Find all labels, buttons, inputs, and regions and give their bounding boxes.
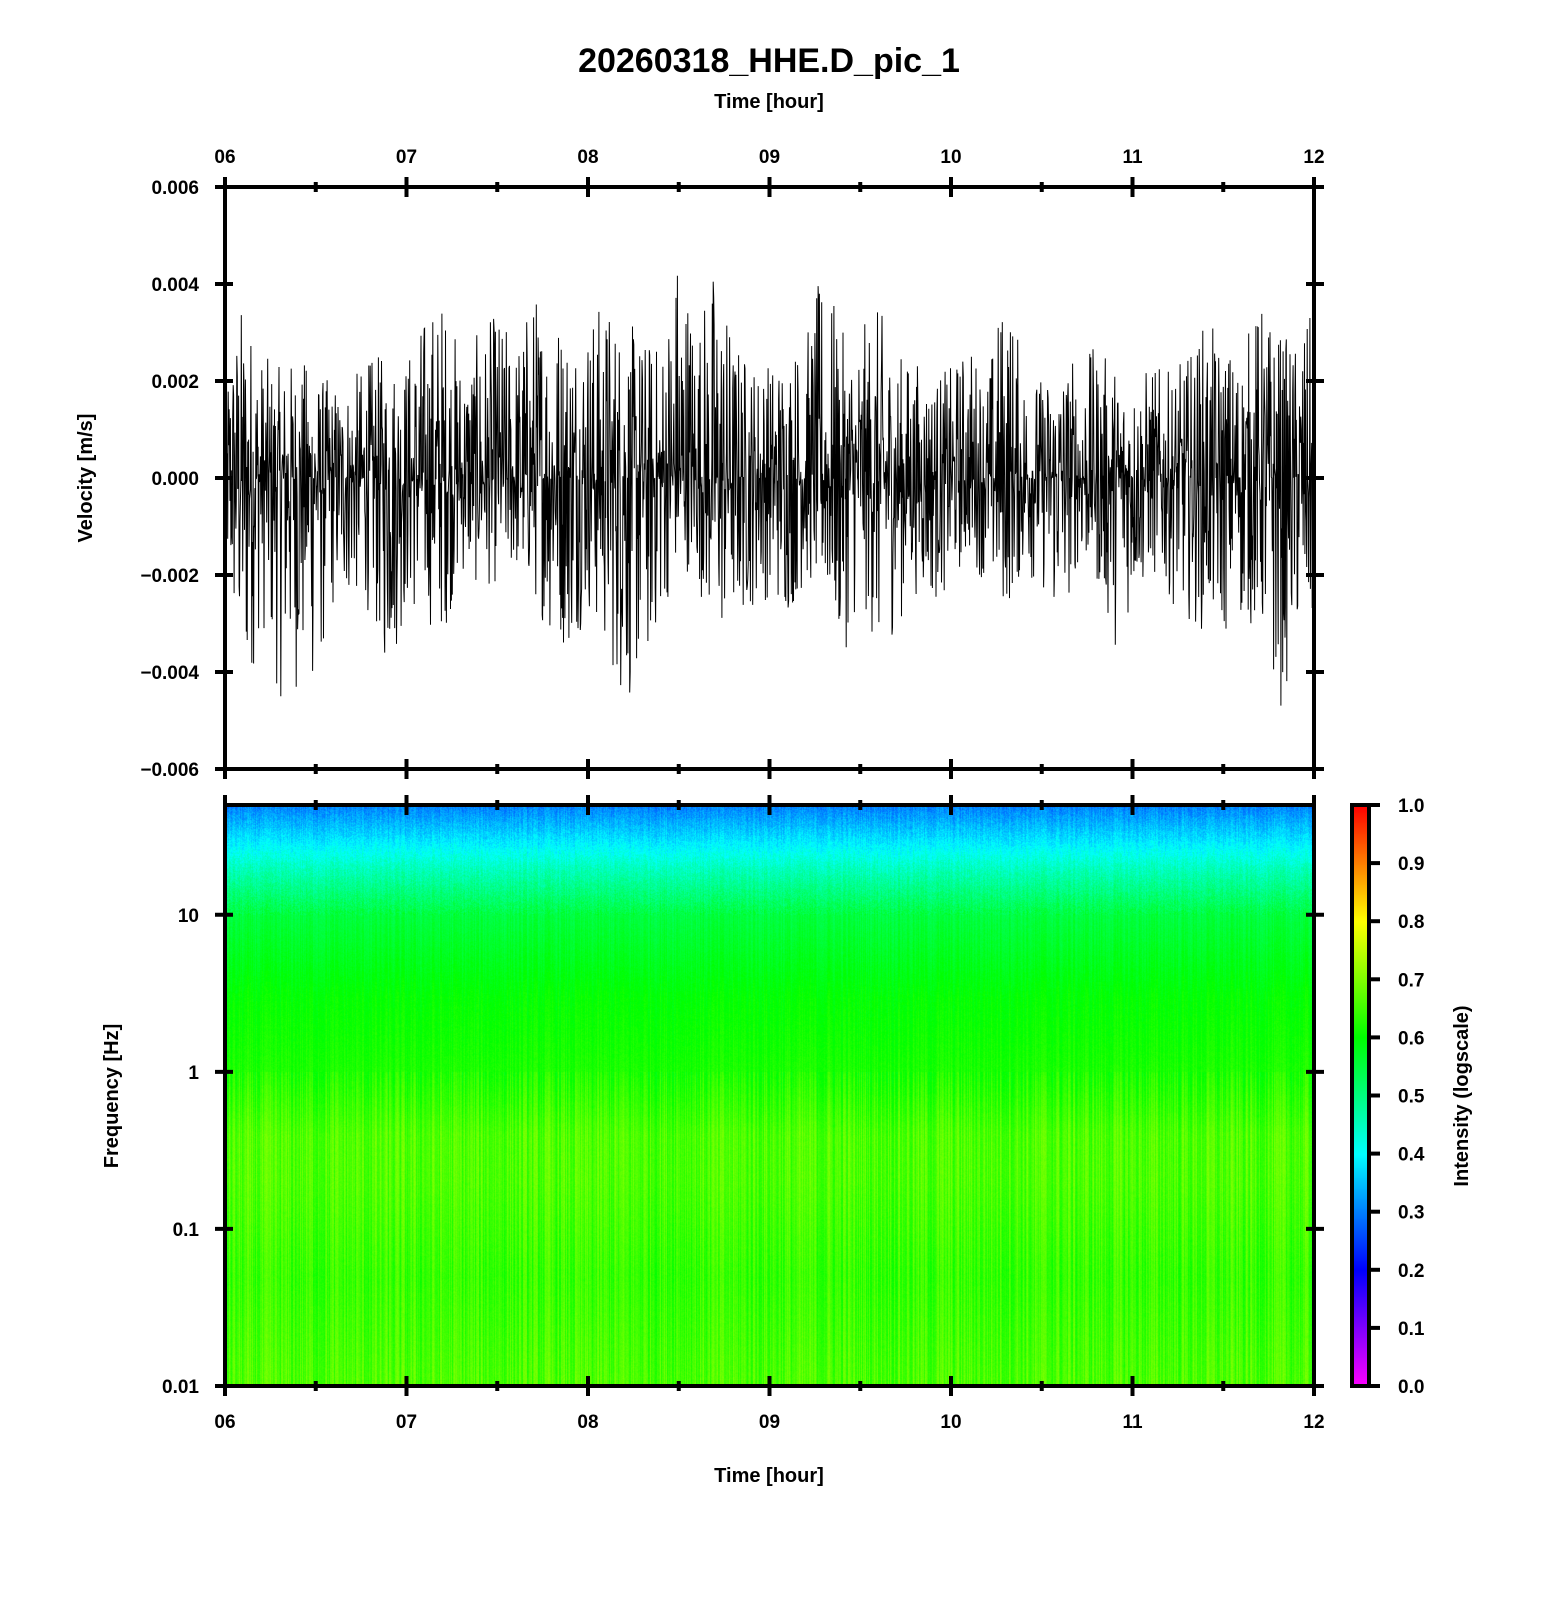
colorbar-title: Intensity (logscale) [1451,1005,1473,1186]
bottom-x-axis-title: Time [hour] [714,1465,824,1487]
velocity-trace [224,275,1315,706]
colorbar-gradient [1352,805,1369,1386]
top-x-axis-title: Time [hour] [714,91,824,113]
chart-title: 20260318_HHE.D_pic_1 [578,42,960,80]
frequency-y-axis-title: Frequency [Hz] [101,1024,123,1168]
waveform-panel [224,275,1315,706]
velocity-y-axis-title: Velocity [m/s] [75,414,97,543]
spectrogram-image [225,805,1314,1386]
